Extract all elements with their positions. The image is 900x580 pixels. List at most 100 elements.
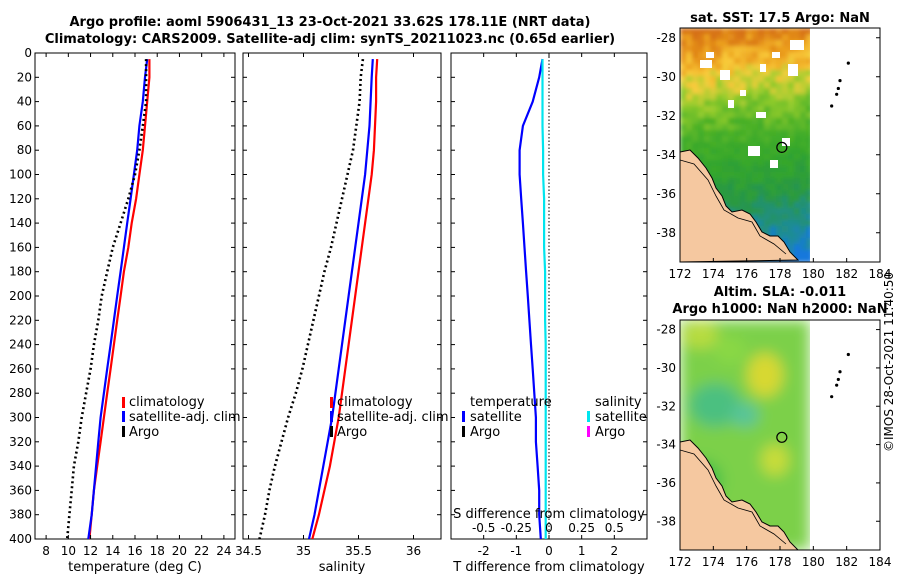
sst-raster-cell: [710, 166, 717, 173]
salinity-legend-swatch-satellite: [330, 411, 333, 422]
sst-raster-cell: [794, 106, 801, 113]
sst-raster-cell: [710, 136, 717, 143]
sst-raster-cell: [800, 130, 807, 137]
sst-raster-cell: [776, 106, 783, 113]
sst-raster-cell: [758, 160, 765, 167]
sst-raster-cell: [728, 76, 735, 83]
x-tick-label: 8: [42, 544, 50, 558]
map-x-tick-label: 174: [702, 555, 725, 569]
sst-raster-cell: [734, 202, 741, 209]
sst-raster-cell: [746, 52, 753, 59]
sst-raster-cell: [716, 184, 723, 191]
sst-raster-cell: [704, 34, 711, 41]
sst-raster-cell: [788, 202, 795, 209]
x-tick-label: 22: [194, 544, 209, 558]
sst-raster-cell: [776, 196, 783, 203]
sst-raster-cell: [770, 88, 777, 95]
sst-raster-cell: [788, 166, 795, 173]
sst-raster-cell: [752, 106, 759, 113]
sst-raster-cell: [698, 52, 705, 59]
sst-raster-cell: [746, 124, 753, 131]
sst-raster-cell: [764, 130, 771, 137]
sst-raster-cell: [752, 76, 759, 83]
salinity-legend-argo: Argo: [337, 425, 367, 440]
sst-raster-cell: [728, 94, 735, 101]
sst-raster-cell: [698, 118, 705, 125]
sst-raster-cell: [752, 118, 759, 125]
sst-raster-cell: [710, 148, 717, 155]
sst-raster-cell: [782, 70, 789, 77]
sst-raster-cell: [686, 130, 693, 137]
sla-blob-mid: [714, 336, 746, 364]
sst-raster-cell: [686, 70, 693, 77]
sst-raster-cell: [698, 148, 705, 155]
sst-raster-cell: [734, 46, 741, 53]
sst-raster-cell: [782, 226, 789, 233]
sst-raster-cell: [698, 100, 705, 107]
y-tick-label: 320: [9, 435, 32, 449]
sst-raster-cell: [770, 226, 777, 233]
sst-raster-cell: [758, 208, 765, 215]
sst-raster-cell: [734, 52, 741, 59]
sst-raster-cell: [704, 130, 711, 137]
sst-raster-cell: [794, 244, 801, 251]
sst-raster-cell: [722, 166, 729, 173]
sst-raster-cell: [758, 28, 765, 35]
sst-raster-cell: [782, 76, 789, 83]
sst-raster-cell: [728, 184, 735, 191]
y-tick-label: 140: [9, 216, 32, 230]
sst-raster-cell: [686, 76, 693, 83]
sst-raster-cell: [776, 130, 783, 137]
sst-raster-cell: [680, 88, 687, 95]
map-y-tick-label: -28: [656, 323, 676, 337]
sst-raster-cell: [722, 82, 729, 89]
sst-raster-cell: [734, 82, 741, 89]
sst-raster-cell: [716, 46, 723, 53]
sst-raster-cell: [770, 172, 777, 179]
map-x-tick-label: 178: [769, 555, 792, 569]
sst-raster-cell: [794, 226, 801, 233]
y-tick-label: 180: [9, 265, 32, 279]
sst-raster-cell: [770, 76, 777, 83]
sst-raster-cell: [734, 112, 741, 119]
t-difference-xlabel: T difference from climatology: [452, 560, 645, 575]
sst-raster-cell: [770, 58, 777, 65]
sst-raster-cell: [764, 160, 771, 167]
sst-raster-cell: [806, 76, 813, 83]
sst-raster-cell: [746, 88, 753, 95]
sst-raster-cell: [776, 142, 783, 149]
sst-raster-cell: [776, 76, 783, 83]
y-tick-label: 100: [9, 168, 32, 182]
sst-raster-cell: [692, 106, 699, 113]
map-x-tick-label: 172: [669, 555, 692, 569]
sst-raster-cell: [776, 64, 783, 71]
sst-raster-cell: [770, 220, 777, 227]
sst-raster-cell: [746, 154, 753, 161]
sst-raster-cell: [758, 58, 765, 65]
sst-raster-cell: [758, 214, 765, 221]
sst-raster-cell: [686, 28, 693, 35]
sst-raster-cell: [680, 64, 687, 71]
x-tick-label: 2: [611, 544, 619, 558]
sst-cloud-gap: [772, 52, 780, 58]
sst-raster-cell: [716, 94, 723, 101]
sst-raster-cell: [716, 28, 723, 35]
sst-raster-cell: [800, 184, 807, 191]
sla-landmass: [680, 439, 799, 550]
sst-raster-cell: [734, 142, 741, 149]
sst-raster-cell: [794, 82, 801, 89]
sst-raster-cell: [704, 124, 711, 131]
sst-raster-cell: [740, 82, 747, 89]
sst-raster-cell: [680, 112, 687, 119]
s-series-argo: [258, 58, 365, 539]
sst-raster-cell: [722, 178, 729, 185]
sst-raster-cell: [800, 118, 807, 125]
island-marker: [836, 86, 840, 91]
sst-raster-cell: [716, 70, 723, 77]
sst-raster-cell: [764, 82, 771, 89]
sst-raster-cell: [740, 202, 747, 209]
sst-raster-cell: [794, 124, 801, 131]
sst-raster-cell: [746, 178, 753, 185]
sst-raster-cell: [800, 82, 807, 89]
sst-raster-cell: [770, 70, 777, 77]
